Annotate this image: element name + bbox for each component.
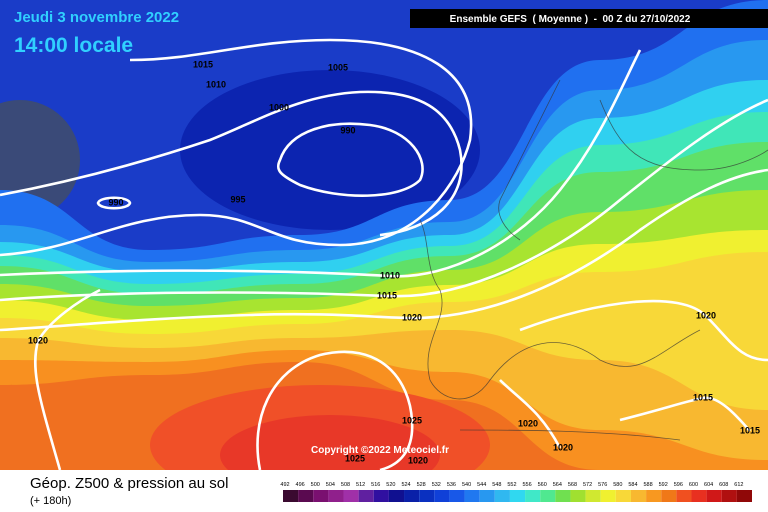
isobar-label: 990 — [340, 125, 355, 135]
scale-label: 536 — [447, 482, 456, 488]
scale-label: 572 — [583, 482, 592, 488]
scale-label: 548 — [492, 482, 501, 488]
isobar-label: 1000 — [269, 102, 289, 112]
scale-label: 540 — [462, 482, 471, 488]
scale-label: 504 — [326, 482, 335, 488]
coastlines — [419, 79, 768, 441]
scale-label: 580 — [613, 482, 622, 488]
scale-label: 596 — [674, 482, 683, 488]
scale-swatch — [509, 490, 526, 502]
scale-swatch — [404, 490, 420, 502]
scale-label: 508 — [341, 482, 350, 488]
scale-swatch — [661, 490, 677, 502]
scale-swatch — [630, 490, 647, 502]
scale-label: 520 — [386, 482, 395, 488]
isobar-label: 990 — [108, 197, 123, 207]
scale-label: 512 — [356, 482, 365, 488]
scale-label: 564 — [553, 482, 562, 488]
scale-swatch — [464, 490, 480, 502]
scale-swatch — [570, 490, 586, 502]
scale-swatch — [283, 490, 299, 502]
scale-swatch — [298, 490, 314, 502]
scale-swatch — [585, 490, 601, 502]
scale-swatch — [525, 490, 541, 502]
scale-label: 544 — [477, 482, 486, 488]
scale-swatch — [373, 490, 389, 502]
scale-swatch — [691, 490, 707, 502]
scale-swatch — [328, 490, 344, 502]
footer-subtitle: (+ 180h) — [30, 495, 71, 507]
scale-swatch — [358, 490, 374, 502]
scale-swatch — [721, 490, 737, 502]
copyright: Copyright ©2022 Meteociel.fr — [311, 445, 449, 456]
scale-label: 568 — [568, 482, 577, 488]
isobar-label: 1015 — [740, 425, 760, 435]
footer-title: Géop. Z500 & pression au sol — [30, 475, 228, 492]
model-info: Ensemble GEFS ( Moyenne ) - 00 Z du 27/1… — [450, 14, 691, 25]
scale-swatch — [676, 490, 692, 502]
scale-swatch — [479, 490, 495, 502]
scale-swatch — [615, 490, 631, 502]
isobar-label: 1020 — [696, 310, 716, 320]
scale-label: 552 — [507, 482, 516, 488]
scale-swatch — [600, 490, 616, 502]
isobar-label: 1020 — [28, 335, 48, 345]
isobar-label: 1005 — [328, 62, 348, 72]
isobar-label: 1010 — [206, 79, 226, 89]
scale-label: 588 — [644, 482, 653, 488]
local-time: 14:00 locale — [14, 34, 133, 57]
scale-swatch — [736, 490, 752, 502]
scale-label: 492 — [280, 482, 289, 488]
isobar-label: 1015 — [193, 59, 213, 69]
isobar-label: 995 — [230, 194, 245, 204]
isobar-label: 1025 — [402, 415, 422, 425]
color-scale: 492 496 500 504 508 512 516 520 524 528 532 536 540 5… — [280, 482, 752, 502]
scale-label: 584 — [628, 482, 637, 488]
scale-swatch — [388, 490, 405, 502]
scale-label: 556 — [522, 482, 531, 488]
scale-label: 592 — [659, 482, 668, 488]
scale-label: 604 — [704, 482, 713, 488]
scale-swatch — [343, 490, 359, 502]
scale-swatch — [494, 490, 510, 502]
isobar-label: 1015 — [377, 290, 397, 300]
scale-label: 608 — [719, 482, 728, 488]
scale-label: 500 — [311, 482, 320, 488]
isobar-label: 1010 — [380, 270, 400, 280]
scale-label: 532 — [432, 482, 441, 488]
isobars — [0, 38, 768, 472]
isobar-label: 1020 — [553, 442, 573, 452]
scale-swatch — [540, 490, 556, 502]
scale-swatch — [449, 490, 465, 502]
scale-label: 496 — [296, 482, 305, 488]
scale-swatch — [434, 490, 450, 502]
scale-swatch — [706, 490, 722, 502]
scale-label: 528 — [417, 482, 426, 488]
scale-label: 524 — [401, 482, 410, 488]
scale-swatch — [313, 490, 329, 502]
isobar-labels: 1015 1005 1010 1000 990 990 995 1010 1015 1020 102… — [28, 59, 760, 465]
isobar-label: 1020 — [408, 455, 428, 465]
scale-swatch — [555, 490, 571, 502]
scale-label: 600 — [689, 482, 698, 488]
scale-swatch — [419, 490, 435, 502]
isobar-label: 1015 — [693, 392, 713, 402]
scale-label: 516 — [371, 482, 380, 488]
scale-label: 612 — [734, 482, 743, 488]
isobar-label: 1020 — [402, 312, 422, 322]
scale-swatch — [646, 490, 662, 502]
model-box — [410, 9, 768, 28]
scale-label: 560 — [538, 482, 547, 488]
isobar-label: 1020 — [518, 418, 538, 428]
isobar-label: 1025 — [345, 453, 365, 463]
scale-label: 576 — [598, 482, 607, 488]
date: Jeudi 3 novembre 2022 — [14, 9, 179, 26]
